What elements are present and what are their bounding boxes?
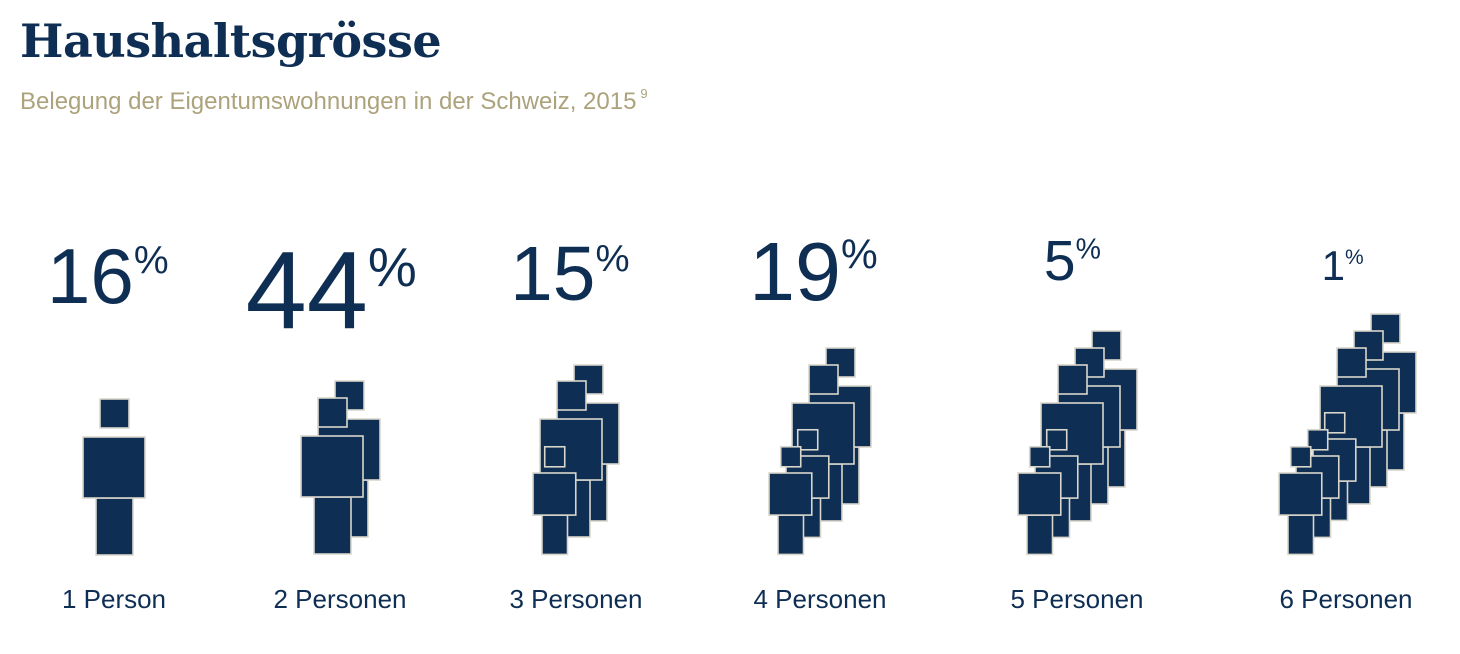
person-head (1045, 428, 1068, 451)
person-head (99, 398, 130, 429)
value-number: 44 (246, 229, 368, 352)
person-legs (541, 514, 569, 556)
person-icon (1319, 347, 1383, 505)
person-icon-group (300, 380, 381, 555)
value-label: 44% (246, 229, 417, 352)
person-head (1289, 445, 1312, 468)
chart-title: Haushaltsgrösse (20, 14, 442, 68)
person-head (1336, 347, 1367, 378)
category-label: 2 Personen (274, 584, 407, 614)
person-icon-group (768, 347, 872, 556)
chart-subtitle: Belegung der Eigentumswohnungen in der S… (20, 86, 648, 116)
percent-sign: % (368, 236, 417, 298)
person-icon (300, 397, 364, 555)
person-head (317, 397, 348, 428)
person-head (1323, 411, 1346, 434)
value-label: 15% (510, 232, 629, 317)
subtitle-text: Belegung der Eigentumswohnungen in der S… (20, 88, 637, 115)
value-number: 16 (47, 232, 134, 320)
person-icon (1278, 445, 1323, 556)
value-label: 16% (47, 232, 169, 320)
person-head (779, 445, 802, 468)
category-group: 16% 1 Person (47, 232, 169, 614)
value-number: 1 (1322, 242, 1345, 289)
category-label: 3 Personen (510, 584, 643, 614)
person-head (543, 445, 566, 468)
percent-sign: % (595, 237, 629, 280)
value-number: 19 (749, 226, 841, 318)
person-legs (1026, 514, 1054, 556)
person-body (82, 436, 146, 499)
person-body (1017, 472, 1062, 516)
person-icon (532, 445, 577, 556)
person-head (1306, 428, 1329, 451)
person-head (573, 364, 604, 395)
category-group: 15% 3 Personen (510, 232, 643, 614)
person-head (1028, 445, 1051, 468)
person-head (1057, 364, 1088, 395)
person-head (1091, 330, 1122, 361)
category-label: 1 Person (62, 584, 166, 614)
category-group: 19% 4 Personen (749, 226, 886, 614)
person-body (768, 472, 813, 516)
category-label: 5 Personen (1011, 584, 1144, 614)
person-body (539, 418, 603, 481)
category-group: 44% 2 Personen (246, 229, 417, 614)
percent-sign: % (1345, 246, 1364, 269)
category-label: 4 Personen (754, 584, 887, 614)
person-body (532, 472, 577, 516)
percent-sign: % (841, 232, 878, 278)
person-icon (1017, 445, 1062, 556)
person-head (796, 428, 819, 451)
person-legs (1287, 514, 1315, 556)
percent-sign: % (1076, 233, 1101, 265)
value-label: 19% (749, 226, 878, 318)
person-body (1278, 472, 1323, 516)
person-icon-group (82, 398, 146, 556)
category-label: 6 Personen (1280, 584, 1413, 614)
person-legs (313, 496, 352, 555)
person-icon (768, 445, 813, 556)
value-number: 15 (510, 232, 595, 317)
person-head (556, 380, 587, 411)
person-icon-group (1017, 330, 1138, 556)
person-icon-group (1278, 313, 1417, 556)
person-legs (777, 514, 805, 556)
person-icon-group (532, 364, 620, 556)
person-body (1319, 385, 1383, 448)
person-body (300, 435, 364, 498)
value-label: 1% (1322, 242, 1364, 289)
value-number: 5 (1044, 229, 1076, 293)
value-label: 5% (1044, 229, 1101, 293)
percent-sign: % (134, 239, 169, 282)
person-head (808, 364, 839, 395)
category-group: 1% 6 Personen (1278, 242, 1417, 614)
category-group: 5% 5 Personen (1011, 229, 1144, 614)
footnote-reference: 9 (640, 86, 648, 101)
person-icon (82, 398, 146, 556)
person-legs (95, 497, 134, 556)
